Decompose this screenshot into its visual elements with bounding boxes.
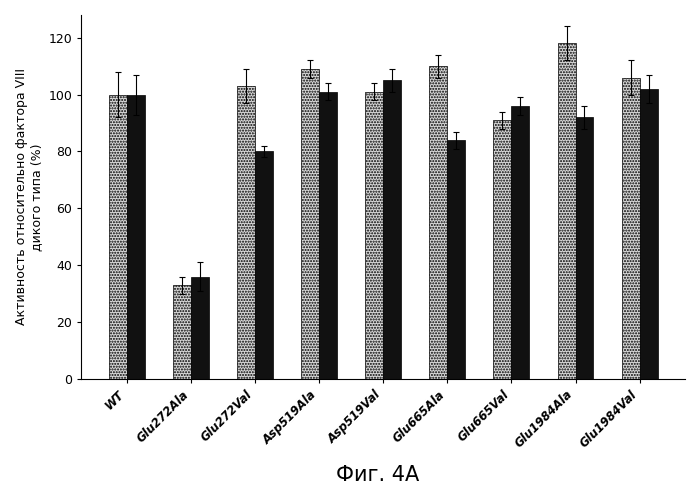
Y-axis label: Активность относительно фактора VIII
дикого типа (%): Активность относительно фактора VIII дик… bbox=[15, 69, 43, 325]
Bar bbox=[255, 151, 273, 379]
Bar bbox=[365, 92, 383, 379]
Text: Фиг. 4А: Фиг. 4А bbox=[337, 465, 419, 485]
Bar bbox=[127, 95, 145, 379]
Bar bbox=[558, 44, 575, 379]
Bar bbox=[429, 66, 447, 379]
Bar bbox=[109, 95, 127, 379]
Bar bbox=[622, 77, 640, 379]
Bar bbox=[383, 80, 401, 379]
Bar bbox=[319, 92, 337, 379]
Bar bbox=[447, 140, 466, 379]
Bar bbox=[575, 117, 594, 379]
Bar bbox=[191, 276, 209, 379]
Bar bbox=[301, 69, 319, 379]
Bar bbox=[512, 106, 529, 379]
Bar bbox=[237, 86, 255, 379]
Bar bbox=[173, 285, 191, 379]
Bar bbox=[640, 89, 657, 379]
Bar bbox=[494, 120, 512, 379]
